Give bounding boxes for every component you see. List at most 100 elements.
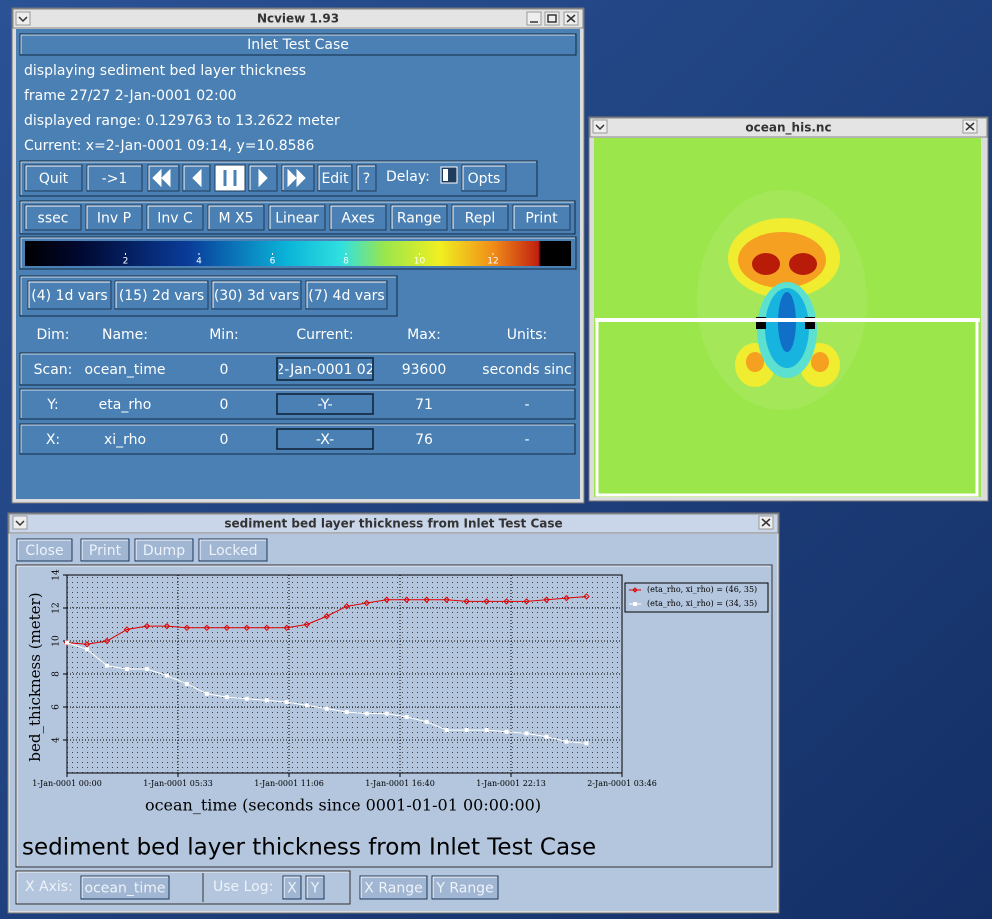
colorbar-label: 8 bbox=[343, 257, 349, 267]
frame bbox=[19, 160, 538, 197]
button-bevel bbox=[282, 165, 313, 190]
marker bbox=[344, 709, 349, 714]
dim-cell: X: bbox=[46, 432, 60, 448]
button-label: ->1 bbox=[102, 171, 128, 187]
button-bevel bbox=[212, 281, 300, 308]
button-bevel bbox=[147, 205, 202, 229]
marker bbox=[224, 695, 229, 700]
marker bbox=[143, 622, 151, 630]
marker bbox=[364, 711, 369, 716]
button[interactable] bbox=[24, 164, 83, 192]
y-tick-label: 4 bbox=[52, 737, 62, 743]
dim-cell: seconds sinc bbox=[482, 362, 571, 378]
window-control[interactable] bbox=[592, 119, 608, 134]
y-tick-label: 8 bbox=[52, 671, 62, 677]
button-label: Y bbox=[310, 881, 320, 897]
button[interactable] bbox=[268, 204, 326, 231]
frame-highlight bbox=[20, 237, 575, 268]
dim-cell: 0 bbox=[220, 362, 229, 378]
case-title: Inlet Test Case bbox=[247, 37, 349, 53]
marker bbox=[284, 700, 289, 705]
button[interactable] bbox=[134, 538, 194, 562]
field-shape bbox=[752, 253, 780, 275]
button-bevel bbox=[330, 205, 385, 229]
marker bbox=[84, 647, 89, 652]
button-label: Inv P bbox=[97, 211, 131, 227]
dim-cell: - bbox=[524, 432, 529, 448]
button[interactable] bbox=[451, 204, 509, 231]
current-box[interactable] bbox=[276, 357, 374, 381]
button-label: Y Range bbox=[435, 881, 493, 897]
current-box[interactable] bbox=[276, 393, 374, 415]
button-label: (15) 2d vars bbox=[119, 288, 204, 304]
button[interactable] bbox=[214, 164, 246, 192]
button[interactable] bbox=[305, 875, 325, 900]
colorbar-label: 6 bbox=[270, 257, 276, 267]
marker bbox=[263, 624, 271, 632]
current-box[interactable] bbox=[276, 428, 374, 450]
frame-highlight bbox=[20, 34, 575, 54]
x-tick-label: 1-Jan-0001 22:13 bbox=[476, 779, 546, 788]
dim-cell: eta_rho bbox=[99, 397, 152, 413]
marker bbox=[243, 624, 251, 632]
frame-highlight bbox=[16, 871, 349, 903]
button[interactable] bbox=[359, 875, 428, 900]
frame bbox=[19, 388, 576, 420]
button[interactable] bbox=[317, 164, 353, 192]
frame bbox=[19, 423, 576, 455]
window-control-icon bbox=[566, 14, 576, 23]
frame-highlight bbox=[20, 424, 574, 453]
button[interactable] bbox=[27, 280, 112, 310]
button-icon bbox=[192, 168, 202, 188]
button[interactable] bbox=[24, 204, 82, 231]
colorbar-label: 4 bbox=[196, 257, 202, 267]
button-bevel bbox=[17, 539, 71, 560]
info-line: frame 27/27 2-Jan-0001 02:00 bbox=[24, 88, 237, 104]
button[interactable] bbox=[114, 280, 209, 310]
window-title: sediment bed layer thickness from Inlet … bbox=[224, 517, 562, 531]
window-control[interactable] bbox=[12, 515, 28, 530]
window-control[interactable] bbox=[544, 11, 560, 26]
marker bbox=[584, 741, 589, 746]
button[interactable] bbox=[80, 875, 170, 900]
button[interactable] bbox=[207, 204, 265, 231]
dim-cell: 71 bbox=[415, 397, 433, 413]
button[interactable] bbox=[356, 164, 377, 192]
frame-highlight bbox=[20, 389, 574, 418]
button[interactable] bbox=[461, 164, 507, 192]
dim-header: Min: bbox=[209, 327, 239, 343]
frame bbox=[19, 200, 576, 235]
field-shape bbox=[756, 317, 766, 329]
frame bbox=[15, 870, 351, 905]
button[interactable] bbox=[282, 875, 302, 900]
window-control[interactable] bbox=[15, 11, 31, 26]
button[interactable] bbox=[305, 280, 388, 310]
button-label: M X5 bbox=[218, 211, 253, 227]
button[interactable] bbox=[390, 204, 448, 231]
button-icon bbox=[287, 168, 306, 188]
button[interactable] bbox=[146, 204, 204, 231]
button-label: Linear bbox=[275, 211, 319, 227]
button[interactable] bbox=[80, 538, 130, 562]
button[interactable] bbox=[512, 204, 571, 231]
button-label: Dump bbox=[143, 543, 185, 559]
button[interactable] bbox=[16, 538, 73, 562]
marker bbox=[323, 613, 330, 620]
marker bbox=[183, 624, 191, 632]
button[interactable] bbox=[329, 204, 387, 231]
window-title: Ncview 1.93 bbox=[257, 12, 339, 26]
button[interactable] bbox=[85, 204, 143, 231]
marker bbox=[544, 734, 549, 739]
button[interactable] bbox=[211, 280, 302, 310]
marker bbox=[443, 596, 450, 603]
button-label: Repl bbox=[465, 211, 496, 227]
button[interactable] bbox=[198, 538, 268, 562]
button[interactable] bbox=[86, 164, 143, 192]
info-line: displaying sediment bed layer thickness bbox=[24, 63, 306, 79]
window-control[interactable] bbox=[526, 11, 542, 26]
button[interactable] bbox=[431, 875, 499, 900]
marker bbox=[264, 698, 269, 703]
field-shape bbox=[805, 317, 815, 329]
marker bbox=[104, 663, 109, 668]
